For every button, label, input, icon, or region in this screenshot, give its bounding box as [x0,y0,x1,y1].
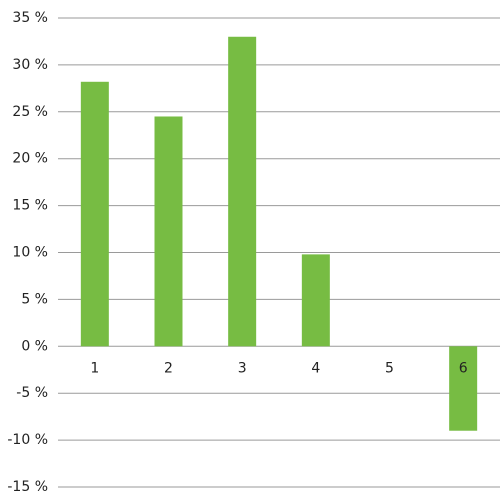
bar [154,116,183,347]
x-tick-label: 5 [385,360,394,376]
y-tick-label: 0 % [21,338,48,354]
x-tick-label: 2 [164,360,173,376]
x-tick-label: 3 [238,360,247,376]
bar [228,36,257,347]
x-tick-label: 1 [90,360,99,376]
bar [80,81,109,347]
bar [449,346,478,431]
x-tick-label: 6 [459,360,468,376]
y-tick-label: -5 % [16,385,48,401]
y-tick-label: 25 % [12,104,48,120]
y-tick-label: -15 % [7,479,48,495]
bar [301,254,330,347]
y-tick-label: -10 % [7,432,48,448]
x-tick-label: 4 [311,360,320,376]
y-tick-label: 5 % [21,291,48,307]
y-tick-label: 30 % [12,57,48,73]
y-tick-label: 20 % [12,151,48,167]
y-tick-label: 15 % [12,198,48,214]
y-tick-label: 35 % [12,10,48,26]
y-tick-label: 10 % [12,245,48,261]
